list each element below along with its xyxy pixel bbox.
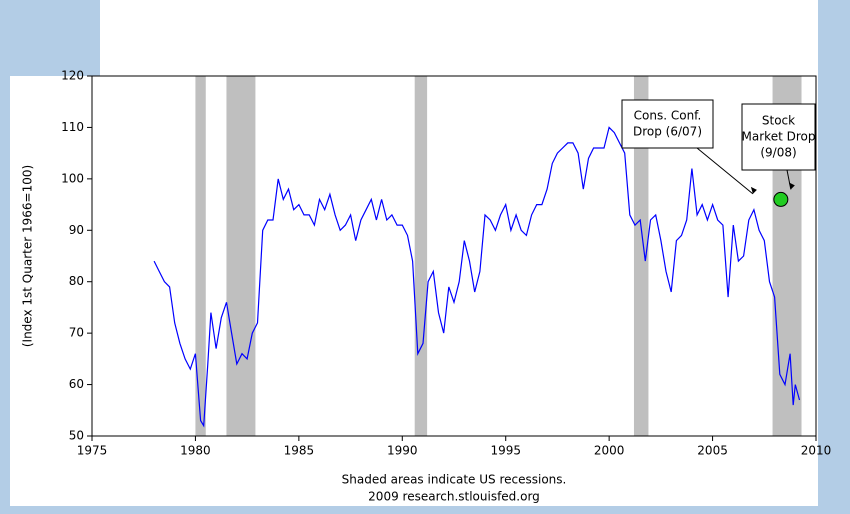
annotation-arrow (696, 147, 754, 195)
x-tick-label: 1990 (387, 444, 418, 458)
recession-band (414, 76, 428, 436)
y-tick-label: 120 (61, 69, 84, 83)
annotation-text: (9/08) (760, 146, 796, 160)
y-tick-label: 70 (69, 326, 84, 340)
x-tick-label: 1980 (180, 444, 211, 458)
plot-border (91, 75, 817, 437)
annotation-text: Stock (762, 114, 795, 128)
annotation-text: Drop (6/07) (633, 125, 702, 139)
recession-band (195, 76, 206, 436)
x-tick-label: 2005 (697, 444, 728, 458)
arrow-head (750, 186, 757, 194)
annotation-box (741, 103, 816, 171)
y-tick-label: 90 (69, 223, 84, 237)
arrow-head (788, 182, 795, 190)
recession-band (633, 76, 649, 436)
y-tick-label: 60 (69, 377, 84, 391)
y-tick-label: 50 (69, 429, 84, 443)
x-tick-label: 1995 (490, 444, 521, 458)
x-tick-label: 2000 (594, 444, 625, 458)
y-tick-label: 100 (61, 171, 84, 185)
series-line (153, 126, 801, 428)
annotation-text: Cons. Conf. (634, 109, 702, 123)
x-tick-label: 2010 (801, 444, 832, 458)
panel (10, 0, 818, 506)
footer: Shaded areas indicate US recessions. (342, 473, 567, 487)
annotation-text: Market Drop (742, 130, 816, 144)
y-tick-label: 80 (69, 274, 84, 288)
x-tick-label: 1985 (284, 444, 315, 458)
y-axis-label: (Index 1st Quarter 1966=100) (21, 165, 35, 347)
recession-band (226, 76, 256, 436)
annotation-marker (773, 191, 789, 207)
footer: 2009 research.stlouisfed.org (368, 490, 540, 504)
y-tick-label: 110 (61, 120, 84, 134)
annotation-box (621, 99, 714, 149)
x-tick-label: 1975 (77, 444, 108, 458)
